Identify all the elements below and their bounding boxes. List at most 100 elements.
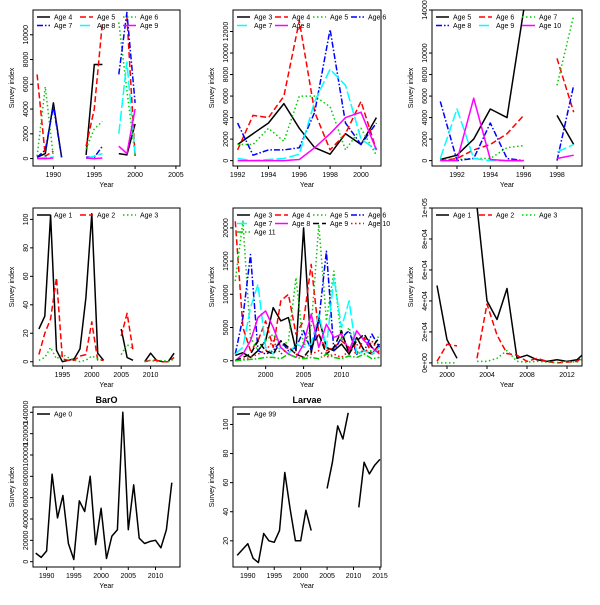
series-line-age-7 [237,68,377,162]
legend-label: Age 4 [292,15,310,22]
series-group [38,212,175,363]
y-tick-label: 2e+04 [422,322,429,342]
x-tick-label: 1994 [261,172,277,179]
y-axis-label: Survey index [209,266,216,307]
y-tick-label: 100000 [23,443,30,466]
x-tick-label: 2010 [143,372,159,379]
y-tick-label: 14000 [422,0,429,20]
x-tick-label: 2000 [293,573,309,580]
y-tick-label: 20 [23,329,30,337]
series-line-age-3 [237,102,378,155]
legend-label: Age 99 [254,412,276,419]
x-tick-label: 2005 [113,372,129,379]
y-tick-label: 80 [23,244,30,252]
legend: Age 5 Age 6 Age 7 Age 8 Age 9 Age 10 [436,15,561,30]
legend-label: Age 3 [539,213,557,220]
y-tick-label: 12000 [223,22,230,42]
y-tick-label: 0 [23,360,30,364]
x-axis-label: Year [300,583,315,590]
y-tick-label: 10000 [422,43,429,63]
legend-label: Age 10 [539,23,561,30]
legend-label: Age 2 [496,213,514,220]
x-axis-label: Year [300,182,315,189]
y-axis-label: Survey index [9,67,16,108]
legend-label: Age 2 [97,213,115,220]
series-line-age-6 [236,28,378,156]
y-tick-label: 0 [223,359,230,363]
series-line-age-7 [234,276,380,355]
series-line-age-5 [237,95,378,156]
x-tick-label: 2000 [258,372,274,379]
series-line-age-5 [36,16,136,157]
x-tick-label: 1992 [449,172,465,179]
legend-label: Age 5 [453,15,471,22]
legend-label: Age 5 [97,15,115,22]
series-line-age-4 [234,221,380,355]
y-tick-label: 8000 [23,52,30,68]
series-line-age-9 [37,108,136,160]
legend-label: Age 9 [330,221,348,228]
y-tick-label: 6000 [23,76,30,92]
panel-8: Larvae 1990 1995 2000 2005 2010 2015 20 40 60 80 10… [209,395,388,590]
x-tick-label: 2015 [372,573,388,580]
chart-title: BarO [95,395,117,405]
legend-label: Age 3 [254,213,272,220]
y-tick-label: 20 [223,537,230,545]
legend-label: Age 8 [292,23,310,30]
y-tick-label: 100 [223,419,230,431]
panel-7: BarO 1990 1995 2000 2005 2010 0 200004000060000… [9,395,181,590]
y-tick-label: 60 [23,272,30,280]
series-line-age-3 [437,349,582,364]
plot-frame [232,9,382,167]
y-tick-label: 100 [23,213,30,225]
series-line-age-2 [436,303,582,364]
y-tick-label: 4000 [223,110,230,126]
series-line-age-1 [38,212,175,363]
x-tick-label: 1995 [55,372,71,379]
y-axis-label: Survey index [408,266,415,307]
chart-title: Larvae [292,395,321,405]
y-tick-label: 140000 [23,401,30,424]
legend-label: Age 6 [496,15,514,22]
y-tick-label: 80 [223,450,230,458]
x-axis-label: Year [99,382,114,389]
x-tick-label: 2010 [334,372,350,379]
y-tick-label: 20000 [23,530,30,550]
plot-frame [232,207,382,367]
legend-label: Age 3 [254,15,272,22]
y-tick-label: 5000 [223,320,230,336]
x-tick-label: 1998 [322,172,338,179]
plot-frame [431,9,583,167]
legend-label: Age 1 [54,213,72,220]
x-tick-label: 1995 [266,573,282,580]
x-tick-label: 1990 [39,573,55,580]
y-tick-label: 2000 [23,126,30,142]
series-line-age-8 [234,310,380,362]
x-axis-label: Year [500,382,515,389]
y-tick-label: 20000 [223,218,230,238]
panel-6: 2000 2004 2008 2012 0e+00 2e+04 4e+04 6e+04 8e+0… [408,198,583,389]
series-line-age-4 [236,20,378,151]
legend-label: Age 8 [292,221,310,228]
y-tick-label: 40000 [23,509,30,529]
legend: Age 3 Age 4 Age 5 Age 6 Age 7 Age 8 Age 9 Age 1… [237,213,390,237]
x-tick-label: 1990 [46,172,62,179]
y-tick-label: 120000 [23,422,30,445]
panel-1: 1990 1995 2000 2005 0 2000 4000 6000 8000 10000 Ye… [9,9,184,189]
plot-frame [431,207,583,367]
legend-label: Age 9 [496,23,514,30]
x-tick-label: 2010 [148,573,164,580]
series-group [236,412,381,564]
series-line-age-1 [436,208,582,363]
x-tick-label: 1994 [483,172,499,179]
x-tick-label: 2010 [346,573,362,580]
series-line-age-11 [235,353,380,362]
y-tick-label: 60 [223,479,230,487]
x-tick-label: 2008 [519,372,535,379]
series-line-age-10 [235,340,381,362]
plot-frame [232,406,382,568]
series-line-age-5 [440,10,575,161]
y-tick-label: 15000 [223,251,230,271]
series-group [234,220,381,362]
legend-label: Age 11 [254,230,276,237]
